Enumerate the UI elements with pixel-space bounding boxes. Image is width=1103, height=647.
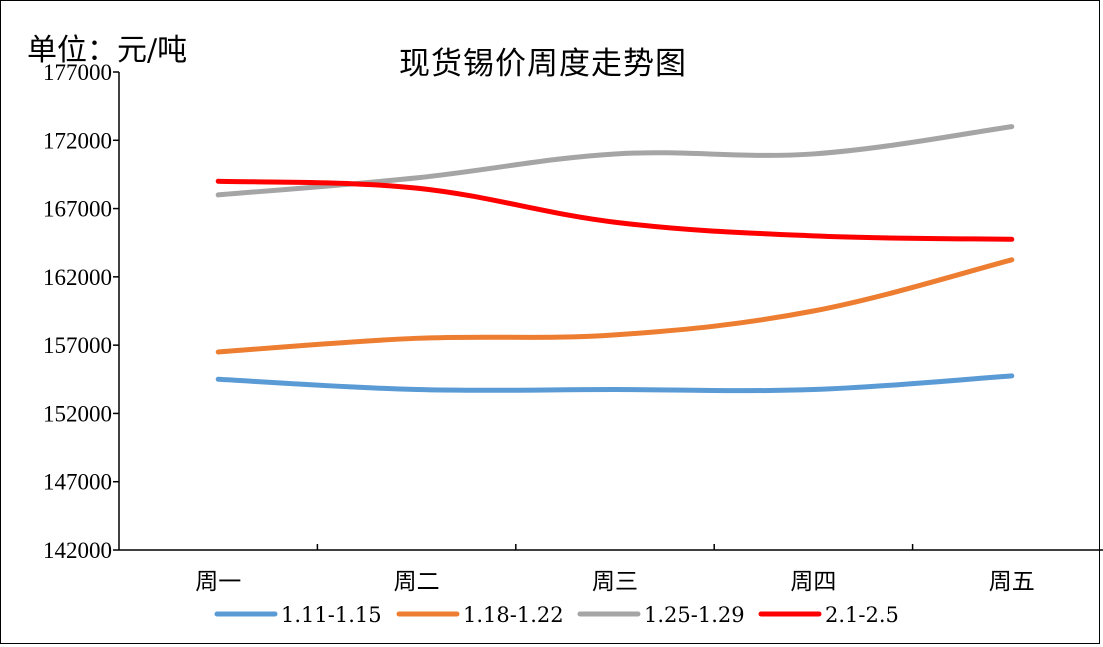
series-line-2 — [215, 257, 1015, 355]
x-tick-label: 周五 — [989, 569, 1035, 595]
y-tick-label: 152000 — [43, 401, 112, 426]
y-tick-label: 157000 — [43, 333, 112, 358]
y-tick-label: 147000 — [43, 470, 112, 495]
x-axis-ticks: 周一 周二 周三 周四 周五 — [195, 544, 1035, 595]
y-tick-label: 167000 — [43, 197, 112, 222]
x-tick-label: 周一 — [195, 569, 241, 595]
y-tick-label: 172000 — [43, 128, 112, 153]
legend-label-4: 2.1-2.5 — [825, 603, 899, 627]
series-lines — [215, 124, 1015, 394]
legend-label-2: 1.18-1.22 — [463, 603, 564, 627]
y-tick-label: 142000 — [43, 538, 112, 563]
unit-label: 单位：元/吨 — [27, 33, 188, 68]
x-tick-label: 周四 — [790, 569, 836, 595]
y-tick-label: 162000 — [43, 265, 112, 290]
series-line-1 — [215, 373, 1015, 394]
legend: 1.11-1.15 1.18-1.22 1.25-1.29 2.1-2.5 — [214, 603, 899, 627]
y-axis-ticks: 142000 147000 152000 157000 162000 167000 1720… — [43, 60, 119, 563]
x-tick-label: 周三 — [592, 569, 638, 595]
chart-title: 现货锡价周度走势图 — [399, 46, 687, 82]
axes — [118, 72, 1103, 551]
legend-label-3: 1.25-1.29 — [644, 603, 745, 627]
x-tick-label: 周二 — [394, 569, 440, 595]
series-line-4 — [215, 178, 1015, 242]
legend-label-1: 1.11-1.15 — [281, 603, 382, 627]
y-tick-label: 177000 — [43, 60, 112, 85]
